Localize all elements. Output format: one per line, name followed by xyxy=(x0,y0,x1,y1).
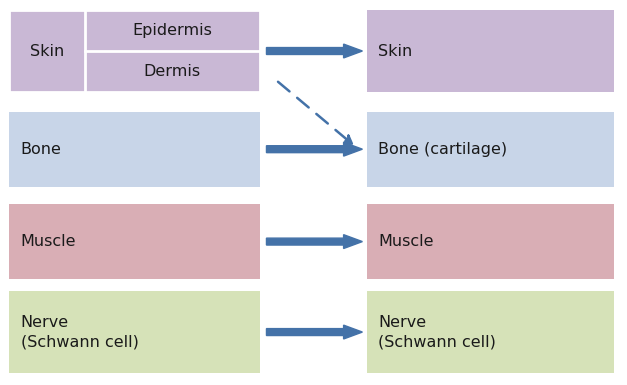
Text: Skin: Skin xyxy=(30,44,64,59)
FancyArrow shape xyxy=(266,234,362,249)
Bar xyxy=(9,112,260,187)
Bar xyxy=(9,204,260,279)
FancyArrow shape xyxy=(266,44,362,58)
Text: Nerve
(Schwann cell): Nerve (Schwann cell) xyxy=(21,315,139,350)
Bar xyxy=(9,10,260,92)
Text: Muscle: Muscle xyxy=(21,234,76,249)
Text: Nerve
(Schwann cell): Nerve (Schwann cell) xyxy=(378,315,496,350)
Text: Muscle: Muscle xyxy=(378,234,434,249)
Bar xyxy=(9,10,260,92)
FancyArrow shape xyxy=(266,325,362,339)
Bar xyxy=(367,291,614,373)
Text: Epidermis: Epidermis xyxy=(132,23,213,38)
Text: Skin: Skin xyxy=(378,44,413,59)
Text: Bone (cartilage): Bone (cartilage) xyxy=(378,142,507,157)
Bar xyxy=(9,291,260,373)
Text: Dermis: Dermis xyxy=(144,64,201,79)
Bar xyxy=(367,10,614,92)
Text: Bone: Bone xyxy=(21,142,61,157)
Bar xyxy=(367,112,614,187)
FancyArrow shape xyxy=(266,142,362,156)
Bar xyxy=(367,204,614,279)
